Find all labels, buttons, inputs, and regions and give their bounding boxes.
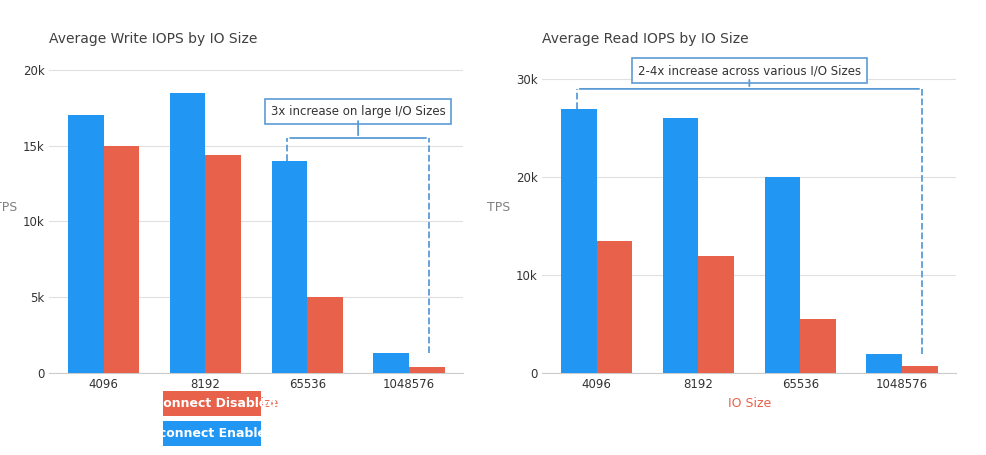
Bar [698, 256, 735, 373]
Text: 2-4x increase across various I/O Sizes: 2-4x increase across various I/O Sizes [638, 64, 861, 77]
Bar [801, 319, 836, 373]
Text: 3x increase on large I/O Sizes: 3x increase on large I/O Sizes [271, 105, 446, 118]
Bar [205, 155, 242, 373]
Y-axis label: TPS: TPS [487, 201, 511, 214]
Text: Average Read IOPS by IO Size: Average Read IOPS by IO Size [542, 32, 749, 46]
Bar [764, 177, 801, 373]
Bar [902, 366, 938, 373]
Y-axis label: TPS: TPS [0, 201, 18, 214]
Bar [104, 146, 139, 373]
Bar [271, 161, 308, 373]
X-axis label: IO Size: IO Size [728, 396, 771, 410]
Bar [597, 241, 632, 373]
Bar [561, 108, 597, 373]
Bar [170, 92, 205, 373]
Bar [374, 354, 409, 373]
Text: nconnect Enabled: nconnect Enabled [150, 427, 274, 440]
Bar [409, 367, 445, 373]
Bar [308, 297, 343, 373]
Bar [68, 115, 104, 373]
X-axis label: IO Size: IO Size [235, 396, 278, 410]
Text: nconnect Disabled: nconnect Disabled [147, 397, 277, 410]
Bar [663, 118, 698, 373]
Text: Average Write IOPS by IO Size: Average Write IOPS by IO Size [49, 32, 257, 46]
Bar [867, 354, 902, 373]
